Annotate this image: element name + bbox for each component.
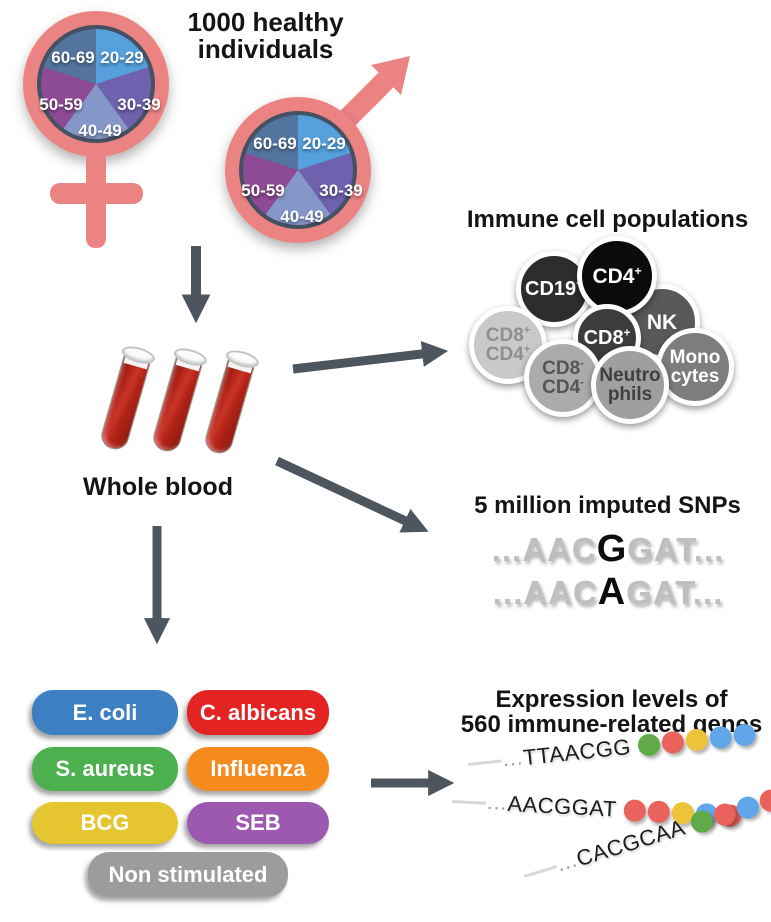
age-label-20-29: 20-29 <box>302 134 346 153</box>
cell-label: CD4+ <box>592 263 642 288</box>
age-label-20-29: 20-29 <box>100 48 144 67</box>
stimulation-pill-e-coli: E. coli <box>32 690 178 735</box>
female-age-pie-chart: 20-29 30-39 40-49 50-59 60-69 <box>37 25 161 143</box>
female-icon-crossbar <box>50 183 143 204</box>
cell-circle-cd4: CD4+ <box>577 236 657 316</box>
cell-label: cytes <box>670 366 720 387</box>
stimulation-label: C. albicans <box>199 699 317 725</box>
cell-label: CD19+ <box>525 278 583 300</box>
sequence-ellipsis: ... <box>501 746 525 772</box>
snp-variant-allele: G <box>596 528 628 570</box>
cell-circle-neutrophils: Neutro phils <box>591 346 669 424</box>
cell-label: phils <box>607 384 653 405</box>
age-label-40-49: 40-49 <box>78 121 122 140</box>
cell-label: CD4- <box>542 376 584 398</box>
stimulation-pill-c-albicans: C. albicans <box>187 690 329 735</box>
age-label-60-69: 60-69 <box>51 48 95 67</box>
stimulation-pill-s-aureus: S. aureus <box>32 747 178 791</box>
snp-sequence-prefix: ...AAC <box>492 574 598 611</box>
blue-expression-dot <box>732 722 757 748</box>
sequence-ellipsis: ... <box>486 790 509 815</box>
stimulation-label: Non stimulated <box>108 861 268 887</box>
stimulation-label: BCG <box>80 810 130 835</box>
stimulation-label: E. coli <box>72 699 138 725</box>
yellow-expression-dot <box>684 727 709 753</box>
red-expression-dot <box>756 786 771 815</box>
age-label-30-39: 30-39 <box>117 95 161 114</box>
red-expression-dot <box>660 730 685 755</box>
age-label-30-39: 30-39 <box>319 181 363 200</box>
stimulation-label: S. aureus <box>55 756 155 781</box>
stimulation-pill-influenza: Influenza <box>187 747 329 791</box>
page-title: 1000 healthy individuals <box>158 9 373 63</box>
age-label-60-69: 60-69 <box>253 134 297 153</box>
arrow-blood-to-cells <box>292 340 449 374</box>
title-line-1: 1000 healthy <box>187 7 344 37</box>
snps-heading: 5 million imputed SNPs <box>474 492 741 519</box>
blue-expression-dot <box>733 793 762 822</box>
title-line-2: individuals <box>197 34 334 64</box>
cell-label: CD4+ <box>485 343 531 365</box>
age-label-50-59: 50-59 <box>241 181 285 200</box>
age-label-40-49: 40-49 <box>280 207 324 226</box>
snp-sequence-row: ...AACAGAT... <box>448 571 768 614</box>
age-label-50-59: 50-59 <box>39 95 83 114</box>
snp-variant-allele: A <box>597 571 627 613</box>
snp-sequence-prefix: ...AAC <box>491 531 597 568</box>
cell-label: CD8- <box>542 357 584 379</box>
stimulation-pill-bcg: BCG <box>32 802 178 844</box>
male-symbol-arrow-icon <box>336 56 410 130</box>
stimulation-label: SEB <box>235 810 281 835</box>
whole-blood-label: Whole blood <box>83 473 233 501</box>
cell-label: Mono <box>669 347 721 368</box>
snp-sequence-suffix: GAT... <box>626 574 724 611</box>
green-expression-dot <box>636 732 661 758</box>
male-age-pie-chart: 20-29 30-39 40-49 50-59 60-69 <box>239 111 363 229</box>
cell-label: NK <box>646 310 678 334</box>
snp-sequence-suffix: GAT... <box>627 531 725 568</box>
blue-expression-dot <box>708 725 733 750</box>
stimulation-pill-non-stimulated: Non stimulated <box>88 852 288 897</box>
cell-circle-cd8neg-cd4neg: CD8- CD4- <box>524 339 602 417</box>
cell-label: CD8+ <box>485 324 531 346</box>
stimulation-pill-seb: SEB <box>187 802 329 844</box>
stimulation-label: Influenza <box>210 756 306 781</box>
red-expression-dot <box>623 799 647 823</box>
cell-label: Neutro <box>599 365 661 386</box>
arrow-blood-to-snps <box>275 456 429 533</box>
red-expression-dot <box>710 800 739 829</box>
expression-heading-line-1: Expression levels of <box>495 686 728 713</box>
immune-cells-heading: Immune cell populations <box>466 206 749 233</box>
green-expression-dot <box>687 807 716 836</box>
snp-sequence-row: ...AACGGAT... <box>448 528 768 571</box>
cell-label: CD8+ <box>583 326 631 349</box>
